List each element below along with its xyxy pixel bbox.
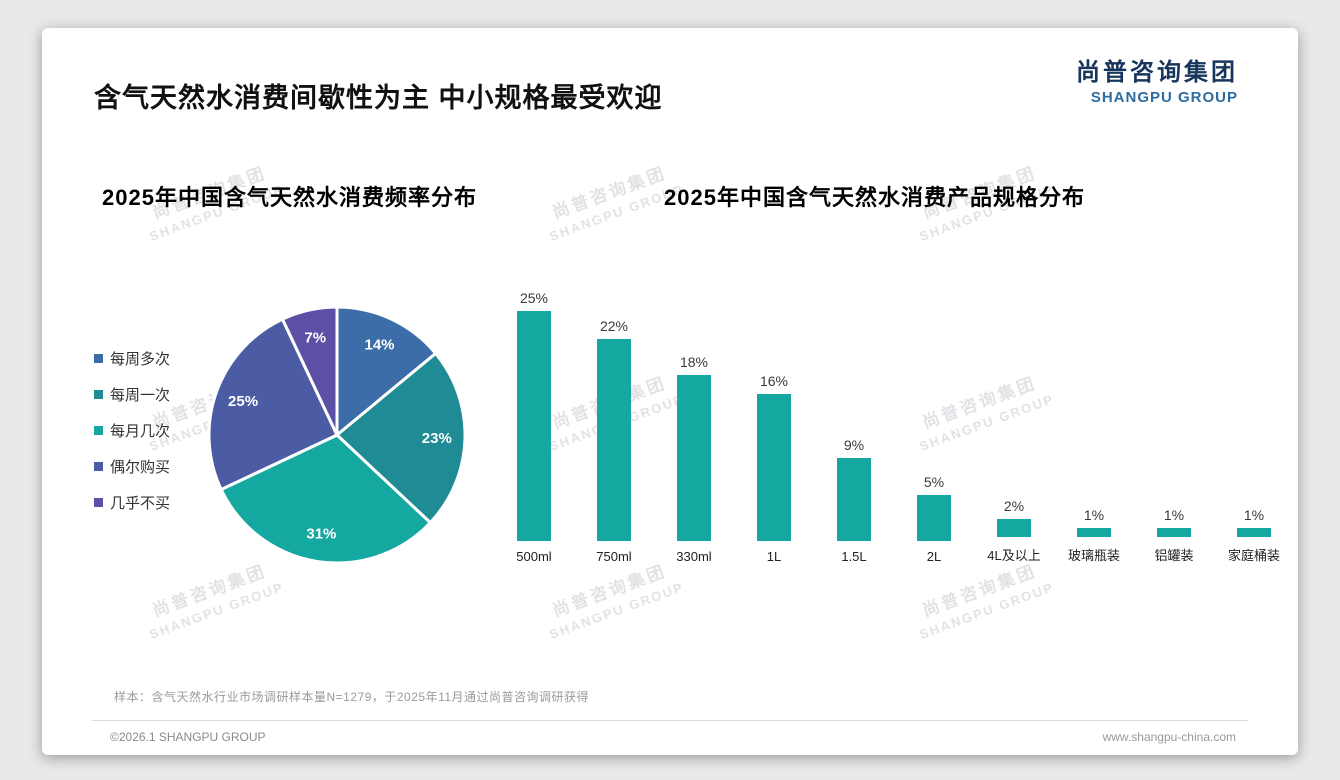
bar-chart-title: 2025年中国含气天然水消费产品规格分布 bbox=[664, 185, 1085, 210]
bar-stack: 9% bbox=[837, 271, 871, 541]
bar-column: 18% 330ml bbox=[654, 271, 734, 564]
pie-slice-4 bbox=[207, 317, 339, 491]
pie-slice-label: 23% bbox=[422, 430, 452, 447]
bar-category-label: 1L bbox=[766, 549, 782, 564]
watermark-en: SHANGPU GROUP bbox=[917, 579, 1057, 643]
bar-column: 1% 玻璃瓶装 bbox=[1054, 267, 1134, 564]
bar bbox=[597, 338, 631, 541]
legend-label: 每月几次 bbox=[110, 422, 171, 440]
bar-value-label: 25% bbox=[519, 290, 549, 306]
bar-category-label: 750ml bbox=[596, 549, 632, 564]
bar bbox=[677, 375, 711, 541]
bar bbox=[917, 495, 951, 541]
pie-chart-title: 2025年中国含气天然水消费频率分布 bbox=[102, 185, 477, 210]
logo-cn: 尚普咨询集团 bbox=[1076, 60, 1238, 86]
bar-stack: 1% bbox=[1077, 267, 1111, 537]
bar-value-label: 16% bbox=[759, 372, 789, 389]
legend-label: 每周一次 bbox=[110, 386, 171, 404]
bar-category-label: 4L及以上 bbox=[987, 548, 1041, 563]
bar-category-label: 玻璃瓶装 bbox=[1067, 548, 1120, 563]
bar bbox=[517, 311, 551, 541]
legend-label: 每周多次 bbox=[110, 350, 171, 368]
bar-stack: 16% bbox=[757, 271, 791, 541]
legend-label: 偶尔购买 bbox=[110, 458, 171, 476]
bar-column: 16% 1L bbox=[734, 271, 814, 564]
pie-slice-3 bbox=[219, 433, 432, 565]
legend-swatch-icon bbox=[94, 425, 103, 435]
footer-divider bbox=[92, 720, 1248, 721]
bar-column: 2% 4L及以上 bbox=[974, 267, 1054, 564]
bar-column: 1% 家庭桶装 bbox=[1214, 267, 1294, 564]
bar-stack: 1% bbox=[1157, 267, 1191, 537]
legend-item: 每周多次 bbox=[94, 340, 170, 376]
pie-slice-label: 7% bbox=[304, 330, 326, 347]
pie-slice-2 bbox=[335, 351, 467, 525]
pie-slice-label: 14% bbox=[364, 337, 394, 354]
bar-value-label: 1% bbox=[1243, 506, 1265, 523]
bar-chart: 25% 500ml 22% 750ml 18% 330ml 16% 1L 9% 1.5L 5% 2L 2… bbox=[494, 267, 1294, 564]
legend-item: 每月几次 bbox=[94, 412, 170, 448]
bar bbox=[997, 518, 1031, 537]
bar-value-label: 9% bbox=[843, 437, 865, 454]
bar-column: 9% 1.5L bbox=[814, 271, 894, 564]
bar-category-label: 家庭桶装 bbox=[1227, 548, 1280, 563]
watermark-en: SHANGPU GROUP bbox=[147, 579, 287, 643]
watermark-en: SHANGPU GROUP bbox=[547, 579, 687, 643]
bar-stack: 22% bbox=[597, 271, 631, 541]
slide-card: 尚普咨询集团 SHANGPU GROUP 尚普咨询集团 SHANGPU GROUP … bbox=[42, 28, 1298, 755]
logo: 尚普咨询集团 SHANGPU GROUP bbox=[1076, 52, 1238, 106]
pie-slice-label: 25% bbox=[228, 393, 258, 410]
bar-value-label: 2% bbox=[1003, 497, 1025, 514]
legend-label: 几乎不买 bbox=[110, 494, 171, 512]
bar-column: 1% 铝罐装 bbox=[1134, 267, 1214, 564]
sample-footnote: 样本：含气天然水行业市场调研样本量N=1279，于2025年11月通过尚普咨询调… bbox=[114, 690, 590, 704]
bar-value-label: 5% bbox=[923, 474, 945, 490]
legend-item: 每周一次 bbox=[94, 376, 170, 412]
bar-stack: 1% bbox=[1237, 267, 1271, 537]
bar-value-label: 1% bbox=[1083, 506, 1105, 523]
bar-category-label: 2L bbox=[926, 549, 942, 564]
pie-slice-1 bbox=[335, 305, 438, 437]
legend-swatch-icon bbox=[94, 353, 103, 363]
pie-slice-label: 31% bbox=[306, 526, 336, 543]
bar bbox=[757, 393, 791, 541]
pie-slice-5 bbox=[281, 305, 339, 437]
bar-stack: 5% bbox=[917, 271, 951, 541]
bar-column: 5% 2L bbox=[894, 271, 974, 564]
bar-stack: 2% bbox=[997, 267, 1031, 537]
legend-swatch-icon bbox=[94, 497, 103, 507]
bar bbox=[1237, 527, 1271, 537]
footer-website[interactable]: www.shangpu-china.com bbox=[1102, 730, 1236, 744]
footer-copyright: ©2026.1 SHANGPU GROUP bbox=[110, 730, 266, 744]
legend-item: 偶尔购买 bbox=[94, 448, 170, 484]
bar-category-label: 330ml bbox=[676, 549, 712, 564]
bar-stack: 25% bbox=[517, 271, 551, 541]
bar-column: 25% 500ml bbox=[494, 271, 574, 564]
bar-category-label: 1.5L bbox=[841, 549, 867, 564]
bar bbox=[837, 458, 871, 541]
bar-category-label: 500ml bbox=[516, 549, 552, 564]
bar-stack: 18% bbox=[677, 271, 711, 541]
legend-swatch-icon bbox=[94, 461, 103, 471]
page-title: 含气天然水消费间歇性为主 中小规格最受欢迎 bbox=[94, 83, 663, 113]
bar-value-label: 1% bbox=[1163, 506, 1185, 523]
legend-item: 几乎不买 bbox=[94, 484, 170, 520]
bar-column: 22% 750ml bbox=[574, 271, 654, 564]
pie-legend: 每周多次每周一次每月几次偶尔购买几乎不买 bbox=[94, 340, 170, 520]
legend-swatch-icon bbox=[94, 389, 103, 399]
pie-chart: 14% 23% 31% 25% 7% bbox=[207, 305, 467, 565]
bar bbox=[1077, 527, 1111, 537]
bar-value-label: 22% bbox=[599, 317, 629, 334]
bar bbox=[1157, 527, 1191, 537]
logo-en: SHANGPU GROUP bbox=[1090, 89, 1238, 106]
bar-category-label: 铝罐装 bbox=[1154, 548, 1194, 563]
bar-value-label: 18% bbox=[679, 354, 709, 371]
